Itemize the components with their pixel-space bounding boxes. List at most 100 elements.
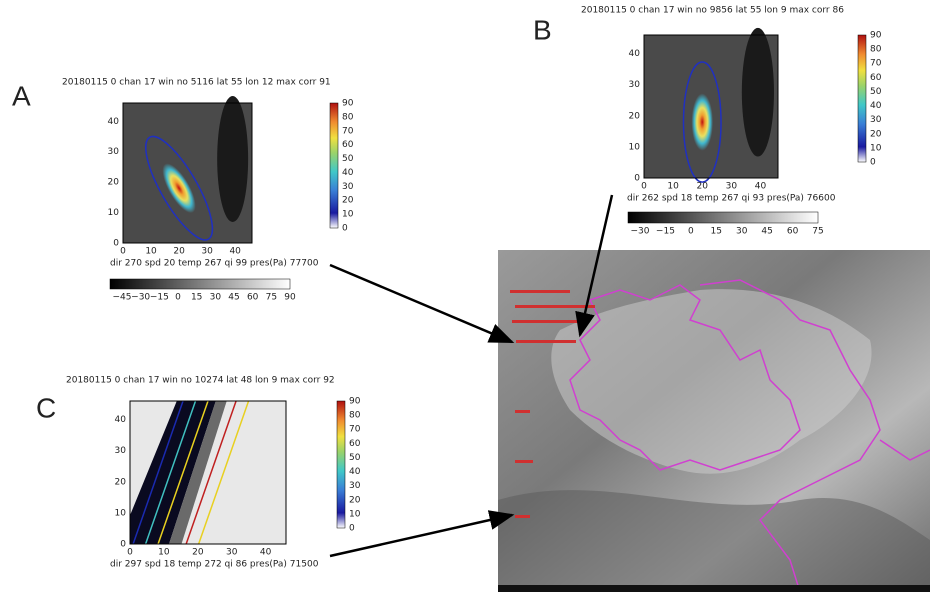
hbar-tick-label: 30 xyxy=(210,293,222,303)
y-tick-label: 20 xyxy=(115,477,127,487)
colorbar-tick-label: 60 xyxy=(349,439,361,449)
x-tick-label: 0 xyxy=(641,182,647,192)
panel-footer: dir 270 spd 20 temp 267 qi 99 pres(Pa) 7… xyxy=(110,259,319,269)
x-tick-label: 40 xyxy=(260,548,272,558)
colorbar xyxy=(336,400,346,529)
colorbar-tick-label: 10 xyxy=(342,210,354,220)
y-tick-label: 0 xyxy=(120,540,126,550)
y-tick-label: 10 xyxy=(629,142,641,152)
image-dark xyxy=(741,27,774,157)
x-tick-label: 0 xyxy=(120,247,126,257)
colorbar xyxy=(857,34,867,163)
panel-footer: dir 262 spd 18 temp 267 qi 93 pres(Pa) 7… xyxy=(627,194,836,204)
colorbar-tick-label: 30 xyxy=(870,115,882,125)
hbar-tick-label: −30 xyxy=(131,293,150,303)
hbar-tick-label: 90 xyxy=(284,293,296,303)
hbar-tick-label: 30 xyxy=(736,227,748,237)
image-dark xyxy=(217,96,249,222)
horizontal-colorbar xyxy=(627,211,819,224)
panel-letter: A xyxy=(12,80,31,111)
panel-title: 20180115 0 chan 17 win no 10274 lat 48 l… xyxy=(66,376,335,386)
colorbar-tick-label: 50 xyxy=(342,154,354,164)
satellite-image xyxy=(498,250,930,592)
colorbar-tick-label: 20 xyxy=(349,495,361,505)
colorbar-tick-label: 90 xyxy=(870,31,882,41)
x-tick-label: 10 xyxy=(667,182,679,192)
colorbar-tick-label: 80 xyxy=(349,411,361,421)
y-tick-label: 40 xyxy=(108,117,120,127)
y-tick-label: 20 xyxy=(108,178,120,188)
plot-frame xyxy=(122,102,253,244)
peak xyxy=(162,163,196,214)
hbar-tick-label: 0 xyxy=(688,227,694,237)
panel-letter: C xyxy=(36,392,56,423)
colorbar-tick-label: 50 xyxy=(870,87,882,97)
panel-title: 20180115 0 chan 17 win no 5116 lat 55 lo… xyxy=(62,78,331,88)
x-tick-label: 0 xyxy=(127,548,133,558)
hbar-tick-label: 45 xyxy=(228,293,239,303)
colorbar-tick-label: 90 xyxy=(349,397,361,407)
colorbar-tick-label: 0 xyxy=(349,524,355,534)
hbar-tick-label: −45 xyxy=(113,293,132,303)
colorbar-tick-label: 10 xyxy=(349,509,361,519)
image-band xyxy=(169,401,227,544)
x-tick-label: 10 xyxy=(158,548,170,558)
contour xyxy=(132,400,184,545)
hbar-tick-label: 75 xyxy=(812,227,823,237)
panel-footer: dir 297 spd 18 temp 272 qi 86 pres(Pa) 7… xyxy=(110,560,319,570)
colorbar-tick-label: 70 xyxy=(349,425,361,435)
hbar-tick-label: 15 xyxy=(711,227,722,237)
colorbar xyxy=(329,102,339,229)
y-tick-label: 10 xyxy=(108,208,120,218)
panel: B 20180115 0 chan 17 win no 9856 lat 55 l… xyxy=(533,6,882,237)
peak xyxy=(691,93,713,151)
heatmap-image xyxy=(122,96,253,244)
hbar-tick-label: 60 xyxy=(247,293,259,303)
colorbar-tick-label: 70 xyxy=(870,59,882,69)
colorbar-tick-label: 40 xyxy=(342,168,354,178)
x-tick-label: 20 xyxy=(173,247,185,257)
x-tick-label: 30 xyxy=(726,182,738,192)
y-tick-label: 40 xyxy=(629,49,641,59)
heatmap-image xyxy=(643,27,779,183)
x-tick-label: 20 xyxy=(192,548,204,558)
hbar-tick-label: 45 xyxy=(761,227,772,237)
contour xyxy=(157,400,209,545)
y-tick-label: 30 xyxy=(115,446,127,456)
colorbar-tick-label: 80 xyxy=(342,112,354,122)
horizontal-colorbar xyxy=(109,278,291,290)
image-band xyxy=(130,401,216,544)
contour xyxy=(185,400,237,545)
hbar-tick-label: 75 xyxy=(266,293,277,303)
colorbar-tick-label: 70 xyxy=(342,126,354,136)
x-tick-label: 40 xyxy=(755,182,767,192)
panel-letter: B xyxy=(533,14,552,45)
hbar-tick-label: −15 xyxy=(656,227,675,237)
x-tick-label: 40 xyxy=(229,247,241,257)
panel: C 20180115 0 chan 17 win no 10274 lat 48 … xyxy=(36,376,361,570)
colorbar-tick-label: 20 xyxy=(342,196,354,206)
y-tick-label: 30 xyxy=(108,147,120,157)
y-tick-label: 30 xyxy=(629,80,641,90)
colorbar-tick-label: 40 xyxy=(870,101,882,111)
colorbar-tick-label: 30 xyxy=(342,182,354,192)
hbar-tick-label: 15 xyxy=(191,293,202,303)
colorbar-tick-label: 90 xyxy=(342,99,354,109)
plot-frame xyxy=(643,34,779,179)
colorbar-tick-label: 0 xyxy=(342,224,348,234)
colorbar-tick-label: 60 xyxy=(342,140,354,150)
colorbar-tick-label: 50 xyxy=(349,453,361,463)
x-tick-label: 30 xyxy=(201,247,213,257)
y-tick-label: 10 xyxy=(115,508,127,518)
hbar-tick-label: −15 xyxy=(150,293,169,303)
colorbar-tick-label: 60 xyxy=(870,73,882,83)
colorbar-tick-label: 80 xyxy=(870,45,882,55)
y-tick-label: 0 xyxy=(113,239,119,249)
colorbar-tick-label: 30 xyxy=(349,481,361,491)
colorbar-tick-label: 10 xyxy=(870,143,882,153)
hbar-tick-label: 0 xyxy=(175,293,181,303)
y-tick-label: 20 xyxy=(629,111,641,121)
colorbar-tick-label: 20 xyxy=(870,129,882,139)
x-tick-label: 20 xyxy=(697,182,709,192)
